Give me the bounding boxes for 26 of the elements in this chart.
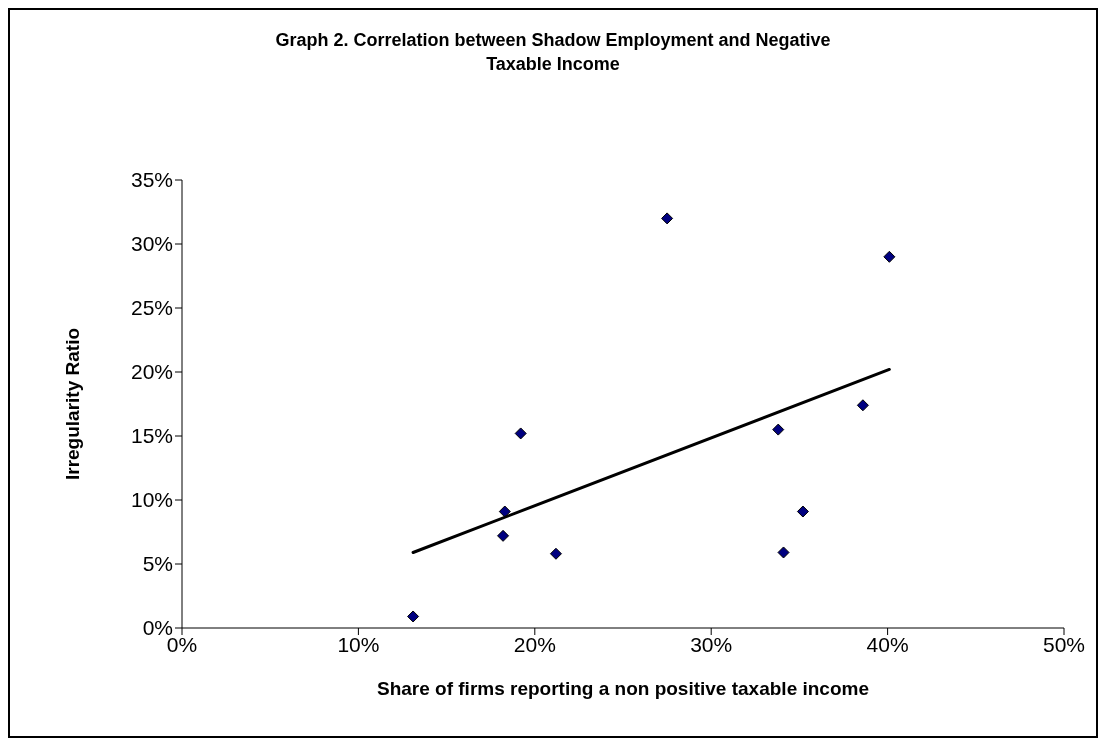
y-tick-label: 15%	[130, 424, 173, 448]
x-tick-label: 20%	[513, 632, 556, 656]
y-axis-title: Irregularity Ratio	[61, 327, 83, 481]
x-tick-label: 10%	[337, 632, 380, 656]
point	[549, 547, 562, 560]
point	[498, 505, 511, 518]
y-tick-label: 5%	[142, 552, 173, 576]
point	[772, 423, 785, 436]
y-tick-label: 10%	[130, 488, 173, 512]
point	[856, 399, 869, 412]
x-tick-label: 30%	[690, 632, 733, 656]
point	[497, 529, 510, 542]
x-tick-label: 40%	[866, 632, 909, 656]
y-tick-label: 30%	[130, 232, 173, 256]
y-tick-label: 35%	[130, 168, 173, 192]
chart-title: Graph 2. Correlation between Shadow Employment and Negative Taxable Income	[274, 29, 832, 76]
y-tick-label: 25%	[130, 296, 173, 320]
x-axis-title: Share of firms reporting a non positive taxable income	[377, 678, 869, 699]
point	[661, 212, 674, 225]
point	[796, 505, 809, 518]
x-tick-label: 50%	[1042, 632, 1086, 656]
point	[777, 546, 790, 559]
point	[514, 427, 527, 440]
y-tick-label: 20%	[130, 360, 173, 384]
point	[883, 250, 896, 263]
point	[407, 610, 420, 623]
